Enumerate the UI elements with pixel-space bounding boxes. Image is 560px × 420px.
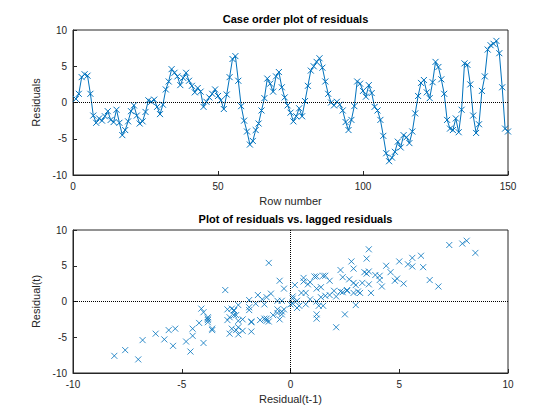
svg-text:150: 150	[500, 181, 517, 192]
svg-text:5: 5	[61, 260, 67, 271]
svg-text:Residual(t-1): Residual(t-1)	[259, 393, 322, 405]
svg-text:0: 0	[70, 181, 76, 192]
svg-text:Plot of residuals vs. lagged r: Plot of residuals vs. lagged residuals	[199, 213, 393, 225]
svg-text:5: 5	[396, 379, 402, 390]
svg-text:-5: -5	[58, 332, 67, 343]
svg-text:10: 10	[502, 379, 514, 390]
svg-text:Residuals: Residuals	[30, 78, 42, 127]
svg-text:Case order plot of residuals: Case order plot of residuals	[223, 13, 368, 25]
svg-text:0: 0	[61, 97, 67, 108]
svg-text:0: 0	[61, 296, 67, 307]
svg-text:100: 100	[355, 181, 372, 192]
svg-text:-5: -5	[177, 379, 186, 390]
svg-text:10: 10	[56, 225, 68, 236]
svg-text:5: 5	[61, 61, 67, 72]
svg-text:10: 10	[56, 25, 68, 36]
svg-text:-10: -10	[53, 368, 68, 379]
svg-text:-5: -5	[58, 133, 67, 144]
svg-text:-10: -10	[66, 379, 81, 390]
svg-text:-10: -10	[53, 170, 68, 181]
svg-text:Row number: Row number	[259, 195, 322, 207]
svg-text:0: 0	[288, 379, 294, 390]
svg-text:Residual(t): Residual(t)	[30, 275, 42, 328]
svg-text:50: 50	[212, 181, 224, 192]
